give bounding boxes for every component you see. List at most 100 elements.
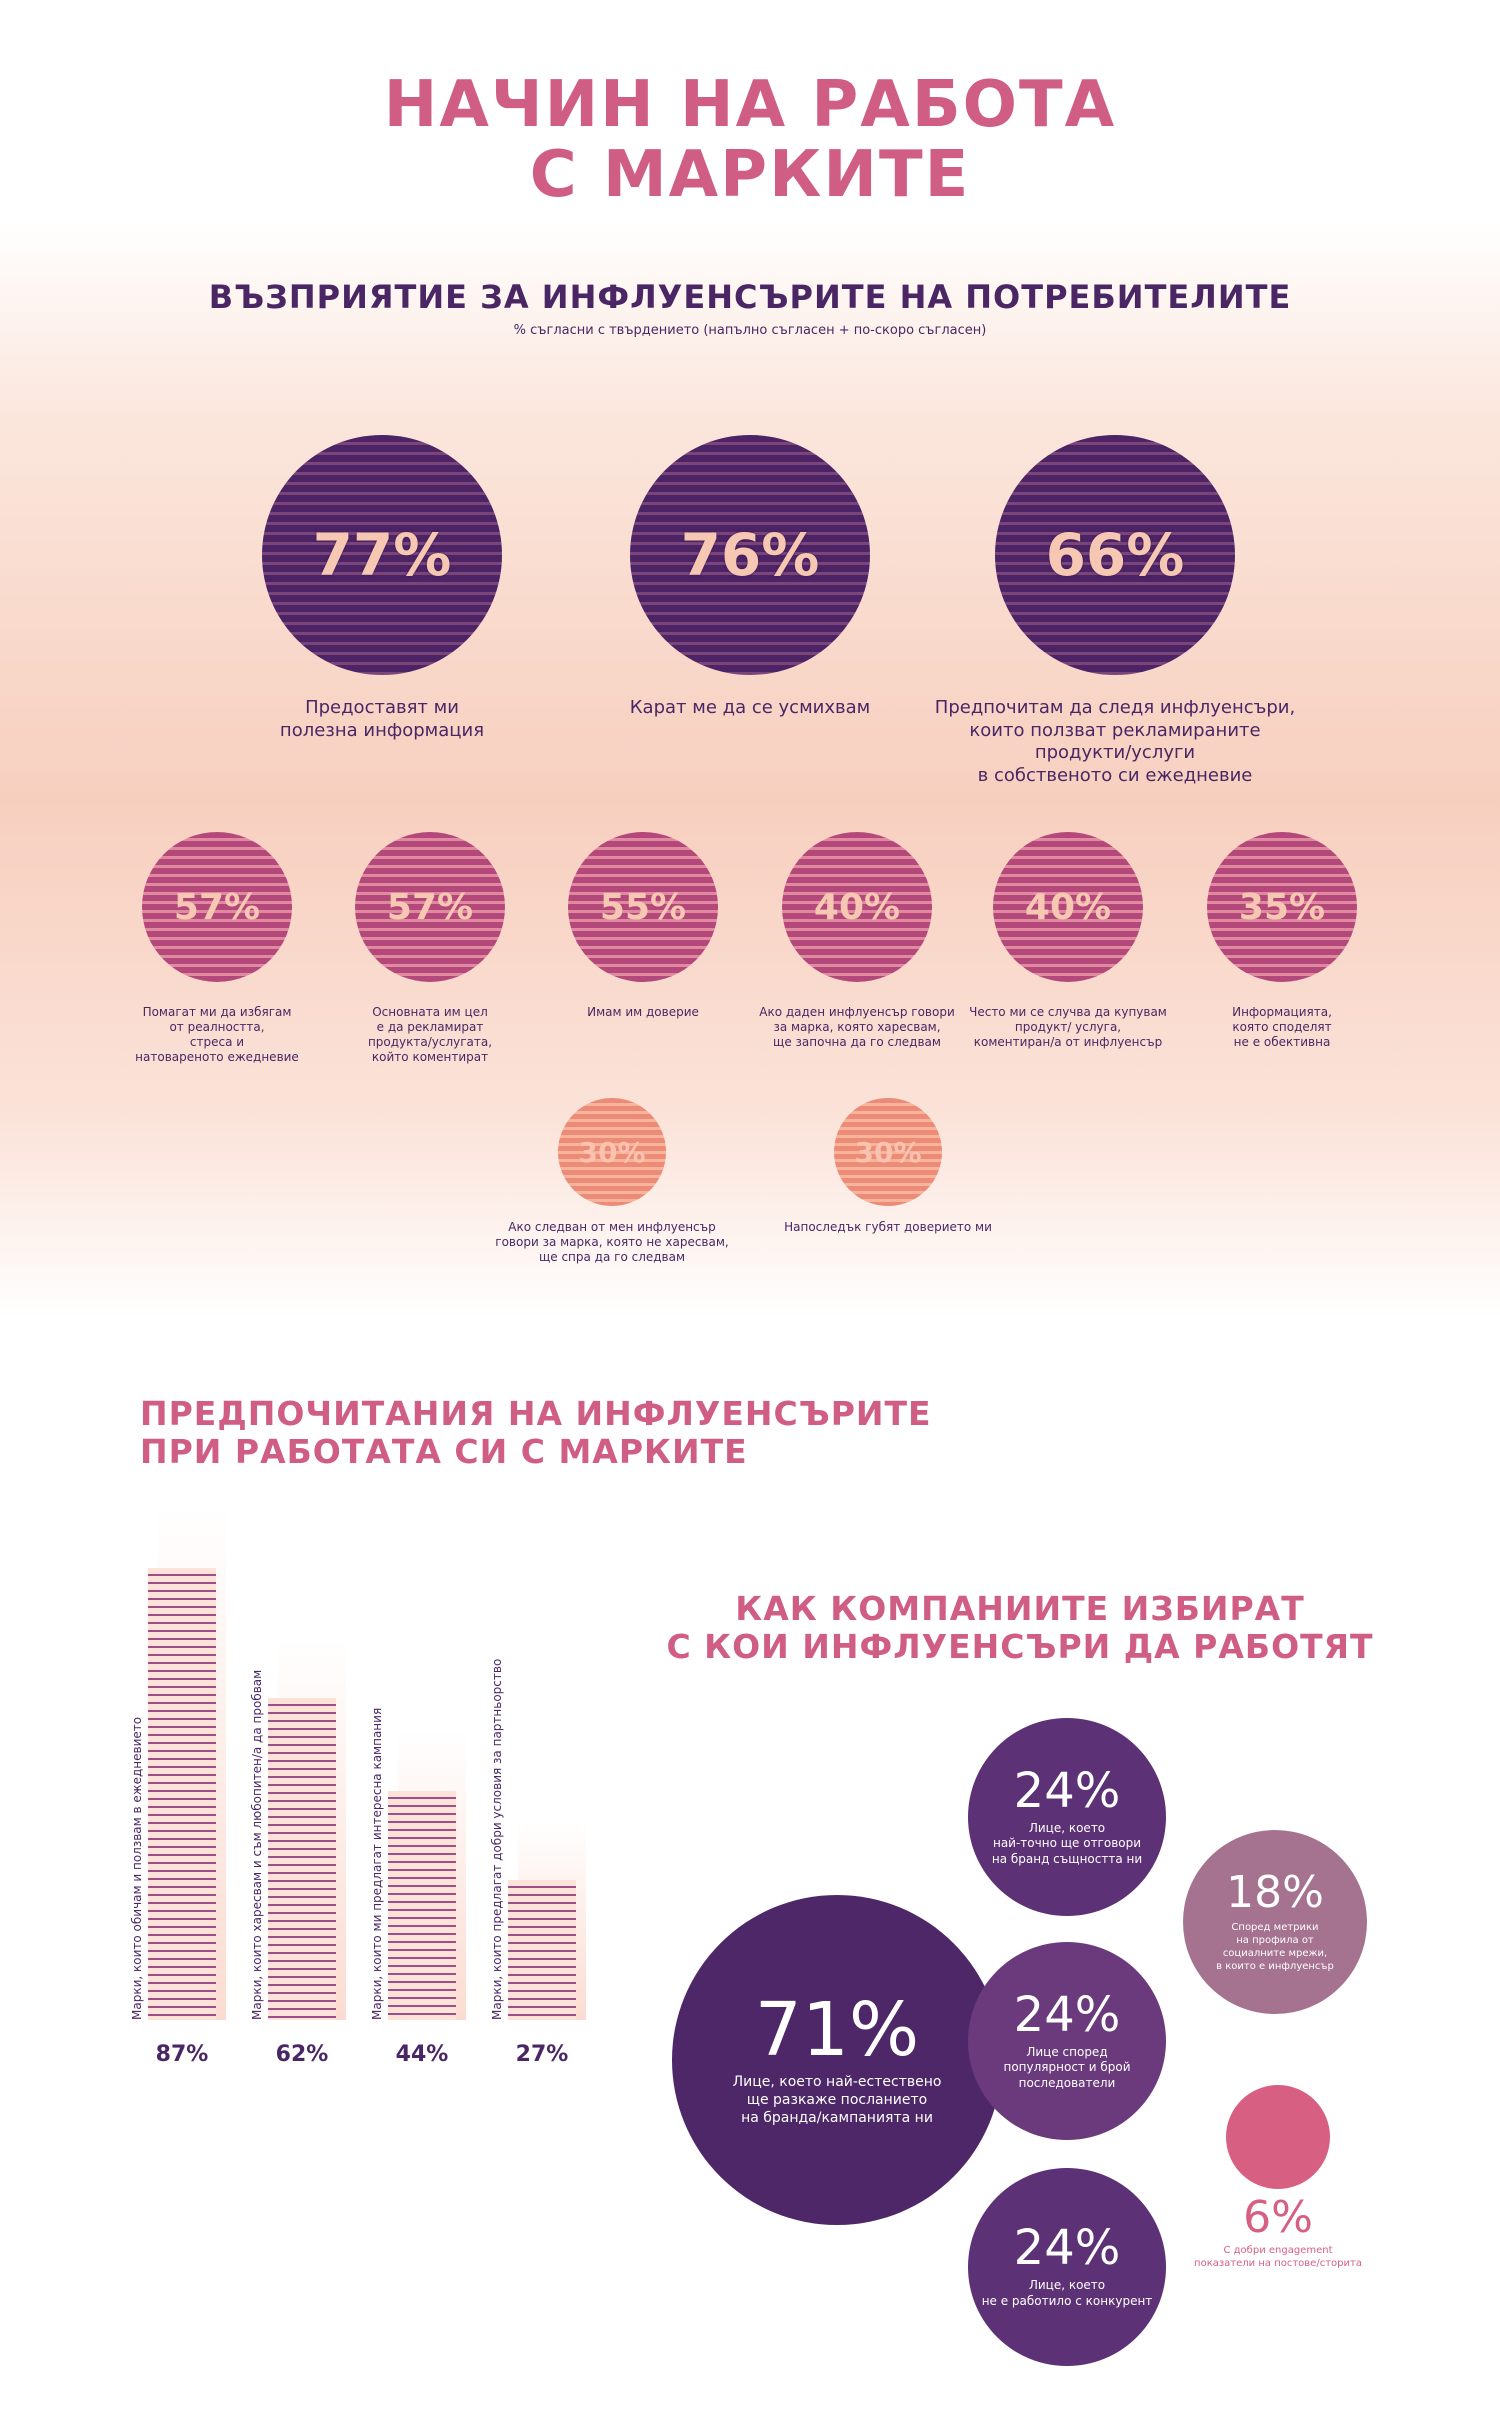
bubble-text: Лице, което най-естествено ще разкаже по… <box>733 2073 942 2128</box>
preferences-bar-chart: Марки, които обичам и ползвам в ежедневи… <box>120 1470 600 2070</box>
bubble-line: на профила от <box>1236 1935 1314 1946</box>
stat-circle-medium-3: 55% <box>568 832 718 982</box>
caption-line: не е обективна <box>1233 1035 1331 1049</box>
caption-line: Напоследък губят доверието ми <box>784 1220 992 1234</box>
caption-line: за марка, която харесвам, <box>773 1020 941 1034</box>
companies-title-line1: КАК КОМПАНИИТЕ ИЗБИРАТ <box>735 1589 1305 1628</box>
stat-caption-medium-5: Често ми се случва да купувам продукт/ у… <box>963 1005 1173 1050</box>
caption-line: която споделят <box>1232 1020 1332 1034</box>
caption-line: Информацията, <box>1232 1005 1332 1019</box>
bubble-line: показатели на постове/сторита <box>1194 2258 1362 2269</box>
stat-caption-medium-1: Помагат ми да избягам от реалността, стр… <box>122 1005 312 1065</box>
bar <box>388 1791 456 2020</box>
stat-caption-medium-3: Имам им доверие <box>548 1005 738 1020</box>
bubble-line: не е работило с конкурент <box>981 2294 1153 2308</box>
stat-circle-large-1: 77% <box>262 435 502 675</box>
caption-line: натовареното ежедневие <box>135 1050 299 1064</box>
bubble-value: 24% <box>1013 2220 1121 2277</box>
companies-title: КАК КОМПАНИИТЕ ИЗБИРАТ С КОИ ИНФЛУЕНСЪРИ… <box>660 1590 1380 1666</box>
stat-circle-medium-6: 35% <box>1207 832 1357 982</box>
stat-caption-medium-4: Ако даден инфлуенсър говори за марка, ко… <box>752 1005 962 1050</box>
bar-value-label: 87% <box>155 2042 209 2067</box>
bar-category-label: Марки, които ми предлагат интересна камп… <box>370 1707 384 2020</box>
caption-line: коментиран/а от инфлуенсър <box>973 1035 1163 1049</box>
bubble-value: 6% <box>1243 2192 1313 2243</box>
bubble-text: Лице, което най-точно ще отговори на бра… <box>992 1821 1142 1868</box>
stat-circle-large-3: 66% <box>995 435 1235 675</box>
bubble-line: ще разкаже посланието <box>746 2091 928 2108</box>
bubble-popularity: 24% Лице според популярност и брой после… <box>968 1942 1166 2140</box>
caption-line: Ако следван от мен инфлуенсър <box>508 1220 716 1234</box>
bubble-line: популярност и брой <box>1003 2060 1131 2075</box>
bubble-line: Лице, което най-естествено <box>732 2073 942 2090</box>
preferences-title: ПРЕДПОЧИТАНИЯ НА ИНФЛУЕНСЪРИТЕ ПРИ РАБОТ… <box>140 1395 932 1471</box>
companies-title-line2: С КОИ ИНФЛУЕНСЪРИ ДА РАБОТЯТ <box>666 1627 1374 1666</box>
bubble-value: 24% <box>1013 1986 1121 2043</box>
bubble-value: 18% <box>1226 1867 1324 1918</box>
bubble-text: Според метрики на профила от социалните … <box>1216 1921 1334 1973</box>
stat-caption-large-2: Карат ме да се усмихвам <box>600 697 900 720</box>
stat-circle-medium-1: 57% <box>142 832 292 982</box>
stat-value: 55% <box>599 886 687 928</box>
stat-value: 40% <box>813 886 901 928</box>
caption-line: е да рекламират <box>376 1020 484 1034</box>
caption-line: Основната им цел <box>372 1005 488 1019</box>
bubble-line: Лице, което <box>1028 2278 1106 2293</box>
stat-caption-large-3: Предпочитам да следя инфлуенсъри, които … <box>930 697 1300 787</box>
caption-line: стреса и <box>189 1035 245 1049</box>
bubble-natural-storyteller: 71% Лице, което най-естествено ще разкаж… <box>672 1895 1002 2225</box>
perception-subtitle: % съгласни с твърдението (напълно съглас… <box>513 323 987 338</box>
bubble-line: най-точно ще отговори <box>992 1836 1142 1851</box>
caption-line: полезна информация <box>279 719 485 741</box>
bubble-line: на бранд същността ни <box>991 1851 1143 1866</box>
stat-circle-medium-5: 40% <box>993 832 1143 982</box>
bubble-line: социалните мрежи, <box>1222 1948 1328 1959</box>
bubble-social-metrics: 18% Според метрики на профила от социалн… <box>1183 1830 1367 2014</box>
caption-line: говори за марка, която не харесвам, <box>495 1235 729 1249</box>
stat-value: 66% <box>1045 521 1185 589</box>
perception-title: ВЪЗПРИЯТИЕ ЗА ИНФЛУЕНСЪРИТЕ НА ПОТРЕБИТЕ… <box>208 278 1292 316</box>
caption-line: ще започна да го следвам <box>773 1035 941 1049</box>
main-title: НАЧИН НА РАБОТА С МАРКИТЕ <box>0 70 1500 210</box>
caption-line: Ако даден инфлуенсър говори <box>759 1005 955 1019</box>
bubble-line: Лице според <box>1026 2044 1108 2059</box>
bar <box>268 1698 336 2020</box>
caption-line: Често ми се случва да купувам <box>969 1005 1167 1019</box>
bar-category-label: Марки, които обичам и ползвам в ежедневи… <box>130 1716 144 2020</box>
bubble-line: Лице, което <box>1028 1820 1106 1835</box>
bar-value-label: 27% <box>515 2042 569 2067</box>
stat-value: 57% <box>173 886 261 928</box>
stat-value: 40% <box>1024 886 1112 928</box>
bubble-value: 71% <box>754 1986 920 2073</box>
stat-value: 77% <box>312 521 452 589</box>
caption-line: продукти/услуги <box>1034 742 1196 763</box>
bubble-engagement <box>1226 2085 1330 2189</box>
bubble-line: на бранда/кампанията ни <box>741 2110 933 2127</box>
stat-circle-small-2: 30% <box>834 1098 942 1206</box>
bubble-engagement-label: 6% С добри engagement показатели на пост… <box>1178 2196 1378 2270</box>
caption-line: Карат ме да се усмихвам <box>629 697 871 718</box>
bubble-brand-fit: 24% Лице, което най-точно ще отговори на… <box>968 1718 1166 1916</box>
bubble-text: Лице, което не е работило с конкурент <box>982 2278 1153 2309</box>
stat-value: 30% <box>854 1135 922 1169</box>
preferences-title-line2: ПРИ РАБОТАТА СИ С МАРКИТЕ <box>140 1432 748 1471</box>
stat-caption-medium-2: Основната им цел е да рекламират продукт… <box>335 1005 525 1065</box>
stat-value: 30% <box>578 1135 646 1169</box>
stat-caption-medium-6: Информацията, която споделят не е обекти… <box>1187 1005 1377 1050</box>
preferences-title-line1: ПРЕДПОЧИТАНИЯ НА ИНФЛУЕНСЪРИТЕ <box>140 1394 932 1433</box>
caption-line: продукт/ услуга, <box>1014 1020 1122 1034</box>
caption-line: продукта/услугата, <box>367 1035 493 1049</box>
bubble-text: Лице според популярност и брой последова… <box>1003 2045 1130 2092</box>
stat-caption-small-1: Ако следван от мен инфлуенсър говори за … <box>492 1220 732 1265</box>
bar <box>148 1568 216 2020</box>
bar-category-label: Марки, които предлагат добри условия за … <box>490 1658 504 2020</box>
bubble-line: в които е инфлуенсър <box>1216 1961 1334 1972</box>
caption-line: от реалността, <box>169 1020 265 1034</box>
stat-value: 35% <box>1238 886 1326 928</box>
stat-circle-small-1: 30% <box>558 1098 666 1206</box>
bar-category-label: Марки, които харесвам и съм любопитен/а … <box>250 1669 264 2020</box>
stat-circle-medium-4: 40% <box>782 832 932 982</box>
main-title-line2: С МАРКИТЕ <box>529 138 971 212</box>
main-title-line1: НАЧИН НА РАБОТА <box>383 68 1117 142</box>
caption-line: Предпочитам да следя инфлуенсъри, <box>934 697 1296 718</box>
